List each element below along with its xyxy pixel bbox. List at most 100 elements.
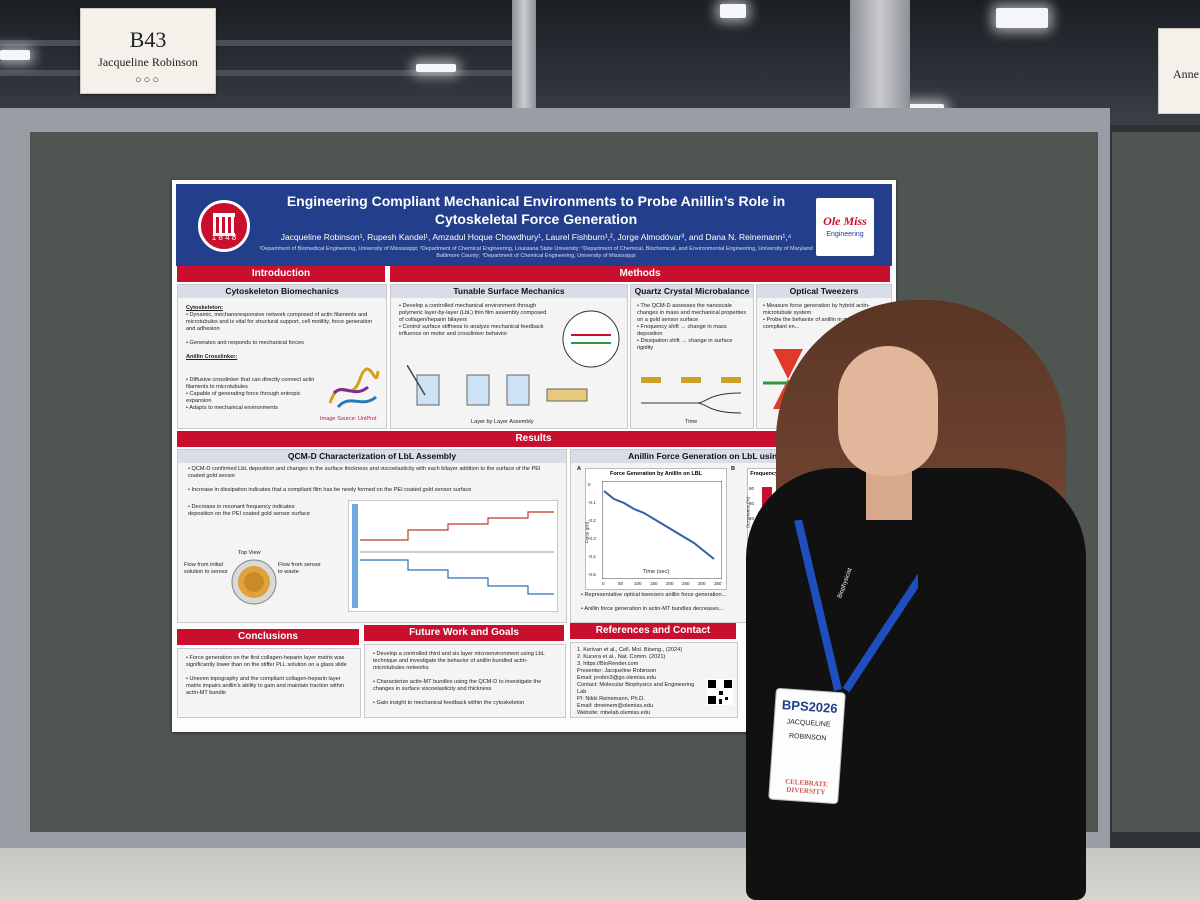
cyto-bullet: Generates and responds to mechanical for… (189, 340, 304, 346)
booth-dots: ○○○ (135, 74, 161, 86)
panel-label-b: B (731, 466, 736, 472)
poster-title: Engineering Compliant Mechanical Environ… (286, 193, 786, 227)
poster-affiliations: ¹Department of Biomedical Engineering, U… (259, 246, 813, 259)
qr-code-icon (707, 679, 733, 705)
anillin-bullet: Anillin force generation in actin-MT bun… (584, 606, 724, 612)
section-future-work: Future Work and Goals (364, 625, 564, 641)
panel-label-a: A (577, 466, 582, 472)
tweezers-bullet: Measure force generation by hybrid actin… (763, 303, 870, 316)
tunable-bullet: Control surface stiffness to analyze mec… (399, 324, 544, 337)
section-references: References and Contact (570, 623, 736, 639)
force-ytick: -0.3 (588, 536, 596, 541)
force-ylabel: Force (pN) (584, 521, 590, 544)
qcm-diagram (641, 377, 742, 414)
future-bullet: Characterize actin-MT bundles using the … (373, 679, 542, 692)
cyto-bullet: Capable of generating force through entr… (186, 391, 301, 404)
section-introduction: Introduction (177, 266, 385, 282)
anillin-protein-figure (328, 367, 380, 409)
qcmd-bullet: Decrease in resonant frequency indicates… (188, 504, 310, 517)
cyto-bullet: Dynamic, mechanoresponsive network compo… (186, 312, 373, 332)
name-badge: BPS2026 JACQUELINE ROBINSON CELEBRATE DI… (768, 687, 846, 805)
panel-references: 1. Kerivan et al., Cell. Mol. Bioeng., (… (570, 642, 738, 718)
ceiling-light (720, 4, 746, 18)
reference-item: 1. Kerivan et al., Cell. Mol. Bioeng., (… (577, 647, 683, 653)
qcmd-bullet: Increase in dissipation indicates that a… (191, 487, 472, 493)
badge-footer: CELEBRATE DIVERSITY (784, 777, 828, 797)
panel-title: Quartz Crystal Microbalance (631, 285, 753, 298)
panel-title: Tunable Surface Mechanics (391, 285, 627, 298)
pi-email: Email: dnreinem@olemiss.edu (577, 703, 653, 709)
presenter: Presenter: Jacqueline Robinson (577, 668, 657, 674)
top-view-label: Top View (238, 550, 261, 556)
qcmd-trace-chart (348, 500, 558, 612)
booth-sign-right: Anne (1158, 28, 1200, 114)
tweezers-bullet: Probe the behavior of anillin in mechani… (763, 317, 876, 330)
pillar (512, 0, 536, 120)
qcm-bullet: Dissipation shift → change in surface ri… (637, 338, 733, 351)
lanyard-icon (794, 520, 918, 693)
badge-last-name: ROBINSON (788, 732, 827, 743)
pillar (850, 0, 910, 120)
future-bullet: Gain insight to mechanical feedback with… (376, 700, 525, 706)
section-conclusions: Conclusions (177, 629, 359, 645)
pi: PI: Nikki Reinemann, Ph.D. (577, 696, 645, 702)
presenter-person: BPS2026 JACQUELINE ROBINSON CELEBRATE DI… (728, 300, 1108, 900)
frequency-ytick: 60 (749, 501, 755, 506)
force-xtick: 350 (714, 581, 722, 586)
website: Website: mbelab.olemiss.edu (577, 710, 650, 716)
force-xtick: 150 (650, 581, 658, 586)
force-ytick: -0.2 (588, 518, 596, 523)
booth-name-right: Anne (1173, 67, 1199, 81)
force-xtick: 100 (634, 581, 642, 586)
badge-logo: BPS2026 (781, 697, 839, 717)
panel-qcm: Quartz Crystal Microbalance • The QCM-D … (630, 284, 754, 429)
force-xtick: 200 (666, 581, 674, 586)
conclusion-bullet: Uneven topography and the compliant coll… (186, 676, 345, 696)
force-ytick: -0.5 (588, 572, 596, 577)
panel-future-work: • Develop a controlled third and six lay… (364, 644, 566, 718)
anillin-heading: Anillin Crosslinker: (186, 354, 238, 360)
contact: Contact: Molecular Biophysics and Engine… (577, 682, 695, 695)
force-xtick: 250 (682, 581, 690, 586)
panel-tunable-surface: Tunable Surface Mechanics • Develop a co… (390, 284, 628, 429)
ole-miss-logo: Ole Miss Engineering (816, 198, 874, 256)
ceiling-light (0, 50, 30, 60)
force-ytick: 0 (588, 482, 591, 487)
cyto-heading: Cytoskeleton: (186, 305, 223, 311)
flow-in-label: Flow from initial solution to sensor (184, 562, 228, 575)
panel-title: Optical Tweezers (757, 285, 891, 298)
booth-sign: B43 Jacqueline Robinson ○○○ (80, 8, 216, 94)
qcm-bullet: Frequency shift → change in mass deposit… (637, 324, 727, 337)
panel-qcmd-results: QCM-D Characterization of LbL Assembly •… (177, 449, 567, 623)
force-xtick: 50 (618, 581, 624, 586)
panel-title: Cytoskeleton Biomechanics (178, 285, 386, 298)
force-chart-title: Force Generation by Anillin on LBL (609, 471, 703, 477)
poster-authors: Jacqueline Robinson¹, Rupesh Kandel¹, Am… (280, 232, 792, 242)
force-chart: Force Generation by Anillin on LBL Time … (584, 468, 727, 590)
panel-cytoskeleton: Cytoskeleton Biomechanics Cytoskeleton: … (177, 284, 387, 429)
image-source: Image Source: UniProt (320, 416, 377, 422)
flow-out-label: Flow from sensor to waste (278, 562, 321, 575)
cyto-bullet: Diffusive crosslinker that can directly … (186, 377, 315, 390)
tunable-bullet: Develop a controlled mechanical environm… (399, 303, 547, 323)
qcm-bullet: The QCM-D assesses the nanoscale changes… (637, 303, 747, 323)
ceiling-light (996, 8, 1048, 28)
cyto-bullet: Adapts to mechanical environments (189, 405, 278, 411)
lbl-beakers-figure (407, 365, 588, 406)
reference-item: 3. https://BioRender.com (577, 661, 639, 667)
force-xtick: 300 (698, 581, 706, 586)
panel-conclusions: • Force generation on the first collagen… (177, 648, 361, 718)
force-ytick: -0.4 (588, 554, 596, 559)
logo-bottom: Engineering (826, 231, 864, 238)
badge-first-name: JACQUELINE (786, 718, 831, 729)
force-ytick: -0.1 (588, 500, 596, 505)
ceiling-beam (0, 70, 520, 76)
presenter-email: Email: jrrobin3@go.olemiss.edu (577, 675, 657, 681)
force-xlabel: Time (sec) (642, 569, 670, 575)
booth-name: Jacqueline Robinson (98, 55, 198, 69)
section-methods: Methods (390, 266, 890, 282)
anillin-bullet: Representative optical tweezers anillin … (584, 592, 727, 598)
booth-number: B43 (129, 27, 167, 52)
future-bullet: Develop a controlled third and six layer… (373, 651, 545, 671)
reference-item: 2. Kucera et al., Nat. Comm. (2021) (577, 654, 666, 660)
